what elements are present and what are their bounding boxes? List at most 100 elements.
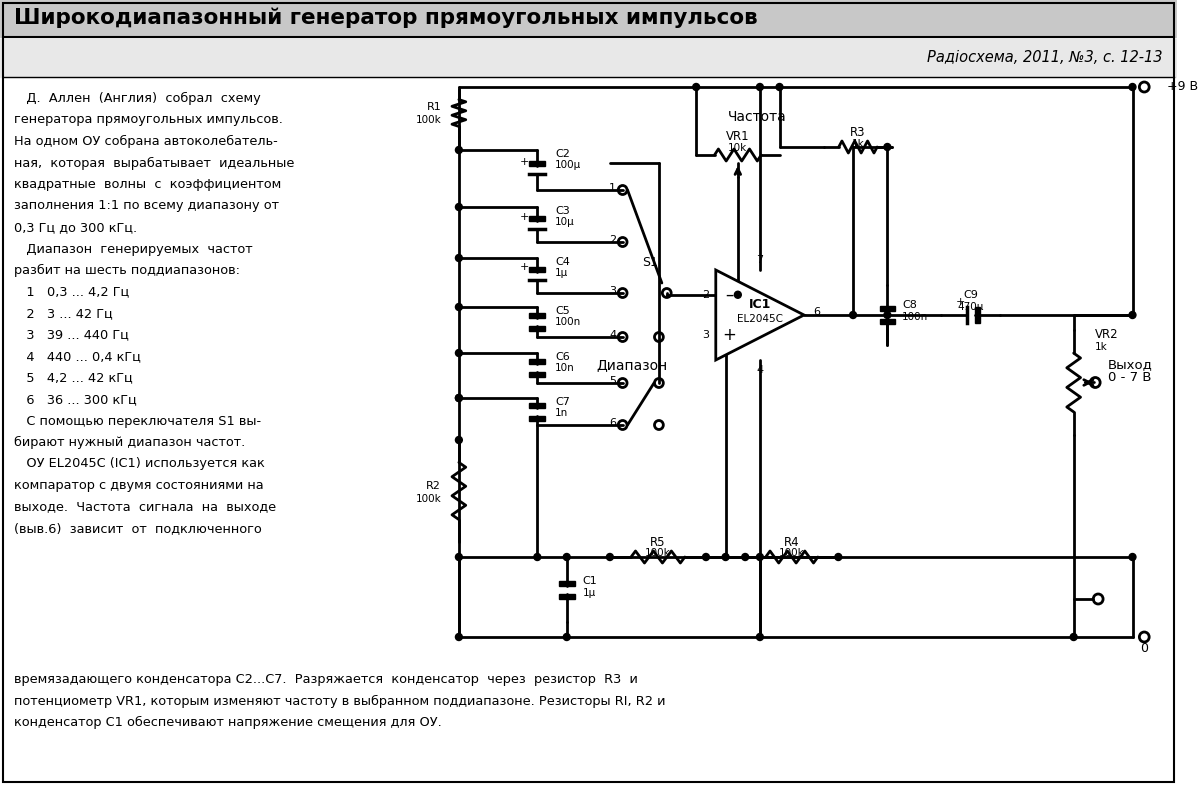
Text: VR2: VR2 (1096, 328, 1118, 341)
Bar (529, 415, 545, 421)
Bar (529, 216, 545, 221)
Text: разбит на шесть поддиапазонов:: разбит на шесть поддиапазонов: (13, 264, 240, 277)
Text: C1: C1 (582, 576, 598, 586)
Text: Частота: Частота (728, 110, 787, 124)
Text: На одном ОУ собрана автоколебатель-: На одном ОУ собрана автоколебатель- (13, 135, 277, 148)
Circle shape (702, 553, 709, 560)
Text: С помощью переключателя S1 вы-: С помощью переключателя S1 вы- (13, 414, 260, 428)
Circle shape (835, 553, 841, 560)
Text: C4: C4 (554, 257, 570, 267)
Text: R4: R4 (784, 535, 799, 549)
Text: 1k: 1k (852, 139, 864, 149)
Text: 470µ: 470µ (958, 302, 984, 312)
Circle shape (456, 203, 462, 210)
Circle shape (456, 436, 462, 444)
Circle shape (756, 83, 763, 90)
Text: 6: 6 (610, 418, 617, 428)
Bar (559, 593, 575, 598)
Circle shape (884, 312, 890, 319)
Circle shape (884, 144, 890, 151)
Text: ОУ EL2045C (IC1) используется как: ОУ EL2045C (IC1) используется как (13, 458, 264, 470)
Text: 1µ: 1µ (582, 589, 595, 598)
Text: 2   3 ... 42 Гц: 2 3 ... 42 Гц (13, 307, 113, 320)
Bar (0, 0, 1177, 37)
Text: C9: C9 (964, 290, 978, 300)
Text: IC1: IC1 (749, 298, 772, 312)
Circle shape (692, 83, 700, 90)
Circle shape (734, 291, 742, 298)
Text: 1n: 1n (554, 408, 569, 418)
Bar (880, 319, 895, 324)
Text: бирают нужный диапазон частот.: бирают нужный диапазон частот. (13, 436, 245, 449)
Text: 1: 1 (610, 183, 617, 193)
Text: 7: 7 (756, 255, 763, 265)
Text: R3: R3 (851, 126, 865, 140)
Circle shape (756, 633, 763, 641)
Circle shape (1129, 312, 1136, 319)
Text: 100n: 100n (902, 312, 929, 322)
Text: –: – (725, 286, 733, 304)
Text: C5: C5 (554, 306, 570, 316)
Text: 1   0,3 ... 4,2 Гц: 1 0,3 ... 4,2 Гц (13, 286, 128, 298)
Text: C7: C7 (554, 397, 570, 407)
Text: 100k: 100k (779, 548, 805, 558)
Bar (974, 307, 979, 323)
Text: 10n: 10n (554, 363, 575, 373)
Text: заполнения 1:1 по всему диапазону от: заполнения 1:1 по всему диапазону от (13, 199, 278, 213)
Circle shape (456, 349, 462, 356)
Text: компаратор с двумя состояниями на: компаратор с двумя состояниями на (13, 479, 263, 492)
Bar (559, 580, 575, 586)
Text: 2: 2 (610, 235, 617, 245)
Text: 3   39 ... 440 Гц: 3 39 ... 440 Гц (13, 328, 128, 341)
Circle shape (1129, 553, 1136, 560)
Text: Выход: Выход (1108, 358, 1153, 371)
Text: 4: 4 (610, 330, 617, 340)
Text: S1: S1 (642, 257, 658, 269)
Text: квадратные  волны  с  коэффициентом: квадратные волны с коэффициентом (13, 178, 281, 191)
Text: конденсатор С1 обеспечивают напряжение смещения для ОУ.: конденсатор С1 обеспечивают напряжение с… (13, 716, 442, 729)
Circle shape (456, 304, 462, 311)
Text: времязадающего конденсатора С2...С7.  Разряжается  конденсатор  через  резистор : времязадающего конденсатора С2...С7. Раз… (13, 673, 637, 686)
Bar (529, 359, 545, 364)
Text: 100k: 100k (646, 548, 671, 558)
Circle shape (456, 633, 462, 641)
Circle shape (722, 553, 730, 560)
Text: VR1: VR1 (726, 130, 750, 144)
Circle shape (606, 553, 613, 560)
Text: R1: R1 (426, 102, 442, 112)
Circle shape (776, 83, 782, 90)
Bar (529, 313, 545, 318)
Text: 5: 5 (610, 376, 617, 386)
Text: R2: R2 (426, 481, 442, 491)
Circle shape (456, 553, 462, 560)
Text: потенциометр VR1, которым изменяют частоту в выбранном поддиапазоне. Резисторы R: потенциометр VR1, которым изменяют часто… (13, 695, 665, 707)
Bar (529, 372, 545, 377)
Bar (529, 161, 545, 166)
Text: C2: C2 (554, 149, 570, 159)
Text: 100k: 100k (415, 494, 442, 504)
Text: 6: 6 (812, 307, 820, 317)
Text: 100n: 100n (554, 317, 581, 327)
Circle shape (534, 553, 541, 560)
Text: +9 В: +9 В (1166, 81, 1198, 93)
Text: R5: R5 (650, 535, 666, 549)
Bar (880, 306, 895, 311)
Text: выходе.  Частота  сигнала  на  выходе: выходе. Частота сигнала на выходе (13, 501, 276, 513)
Text: генератора прямоугольных импульсов.: генератора прямоугольных импульсов. (13, 114, 283, 126)
Bar (0, 39, 1177, 77)
Text: 6   36 ... 300 кГц: 6 36 ... 300 кГц (13, 393, 137, 406)
Text: 1µ: 1µ (554, 268, 569, 278)
Bar (529, 403, 545, 407)
Circle shape (742, 553, 749, 560)
Text: +: + (520, 262, 529, 272)
Circle shape (563, 633, 570, 641)
Text: +: + (520, 157, 529, 167)
Text: 3: 3 (610, 286, 617, 296)
Text: +: + (956, 297, 966, 307)
Text: 10µ: 10µ (554, 217, 575, 227)
Text: C3: C3 (554, 206, 570, 216)
Text: 3: 3 (702, 330, 709, 340)
Text: Широкодиапазонный генератор прямоугольных импульсов: Широкодиапазонный генератор прямоугольны… (13, 8, 757, 28)
Circle shape (456, 254, 462, 261)
Text: 1k: 1k (1096, 342, 1108, 352)
